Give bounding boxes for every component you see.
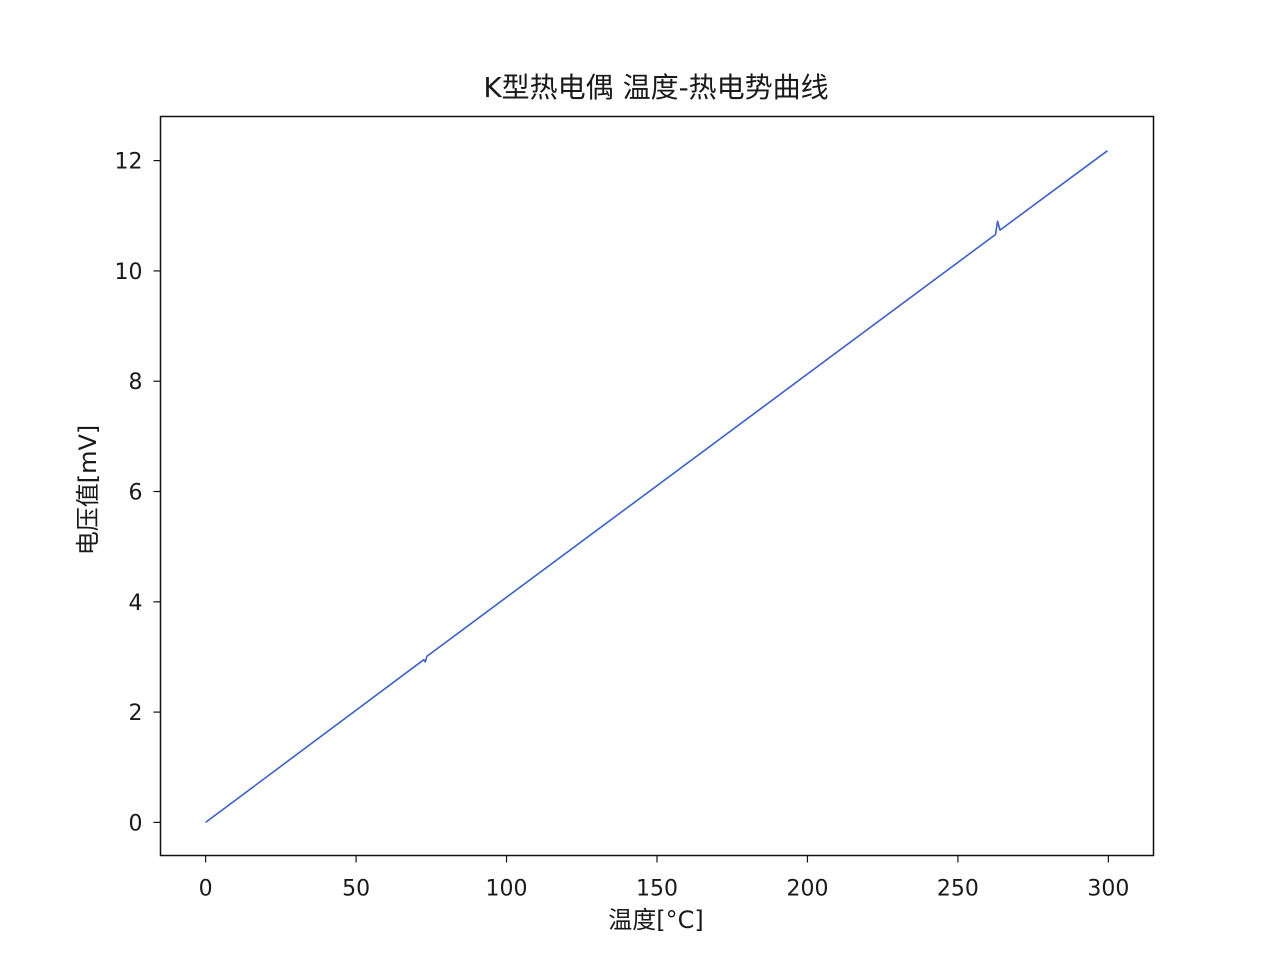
y-tick-label: 0 (129, 811, 143, 836)
y-tick-label: 12 (115, 150, 143, 175)
x-tick-label: 300 (1087, 877, 1129, 902)
y-tick-label: 2 (129, 701, 143, 726)
y-axis: 0 2 4 6 8 10 12 (115, 150, 161, 836)
x-tick-label: 150 (636, 877, 678, 902)
series-line (205, 150, 1108, 824)
y-axis-label: 电压值[mV] (74, 425, 102, 556)
x-tick-label: 50 (342, 877, 370, 902)
x-tick-label: 200 (786, 877, 828, 902)
y-tick-label: 4 (129, 591, 143, 616)
x-axis: 0 50 100 150 200 250 300 (199, 855, 1129, 902)
x-tick-label: 250 (937, 877, 979, 902)
chart-title: K型热电偶 温度-热电势曲线 (483, 71, 828, 104)
x-axis-label: 温度[°C] (608, 906, 703, 934)
y-tick-label: 6 (129, 481, 143, 506)
series-group (205, 150, 1108, 824)
x-tick-label: 0 (199, 877, 213, 902)
x-tick-label: 100 (486, 877, 528, 902)
y-tick-label: 8 (129, 370, 143, 395)
y-tick-label: 10 (115, 260, 143, 285)
